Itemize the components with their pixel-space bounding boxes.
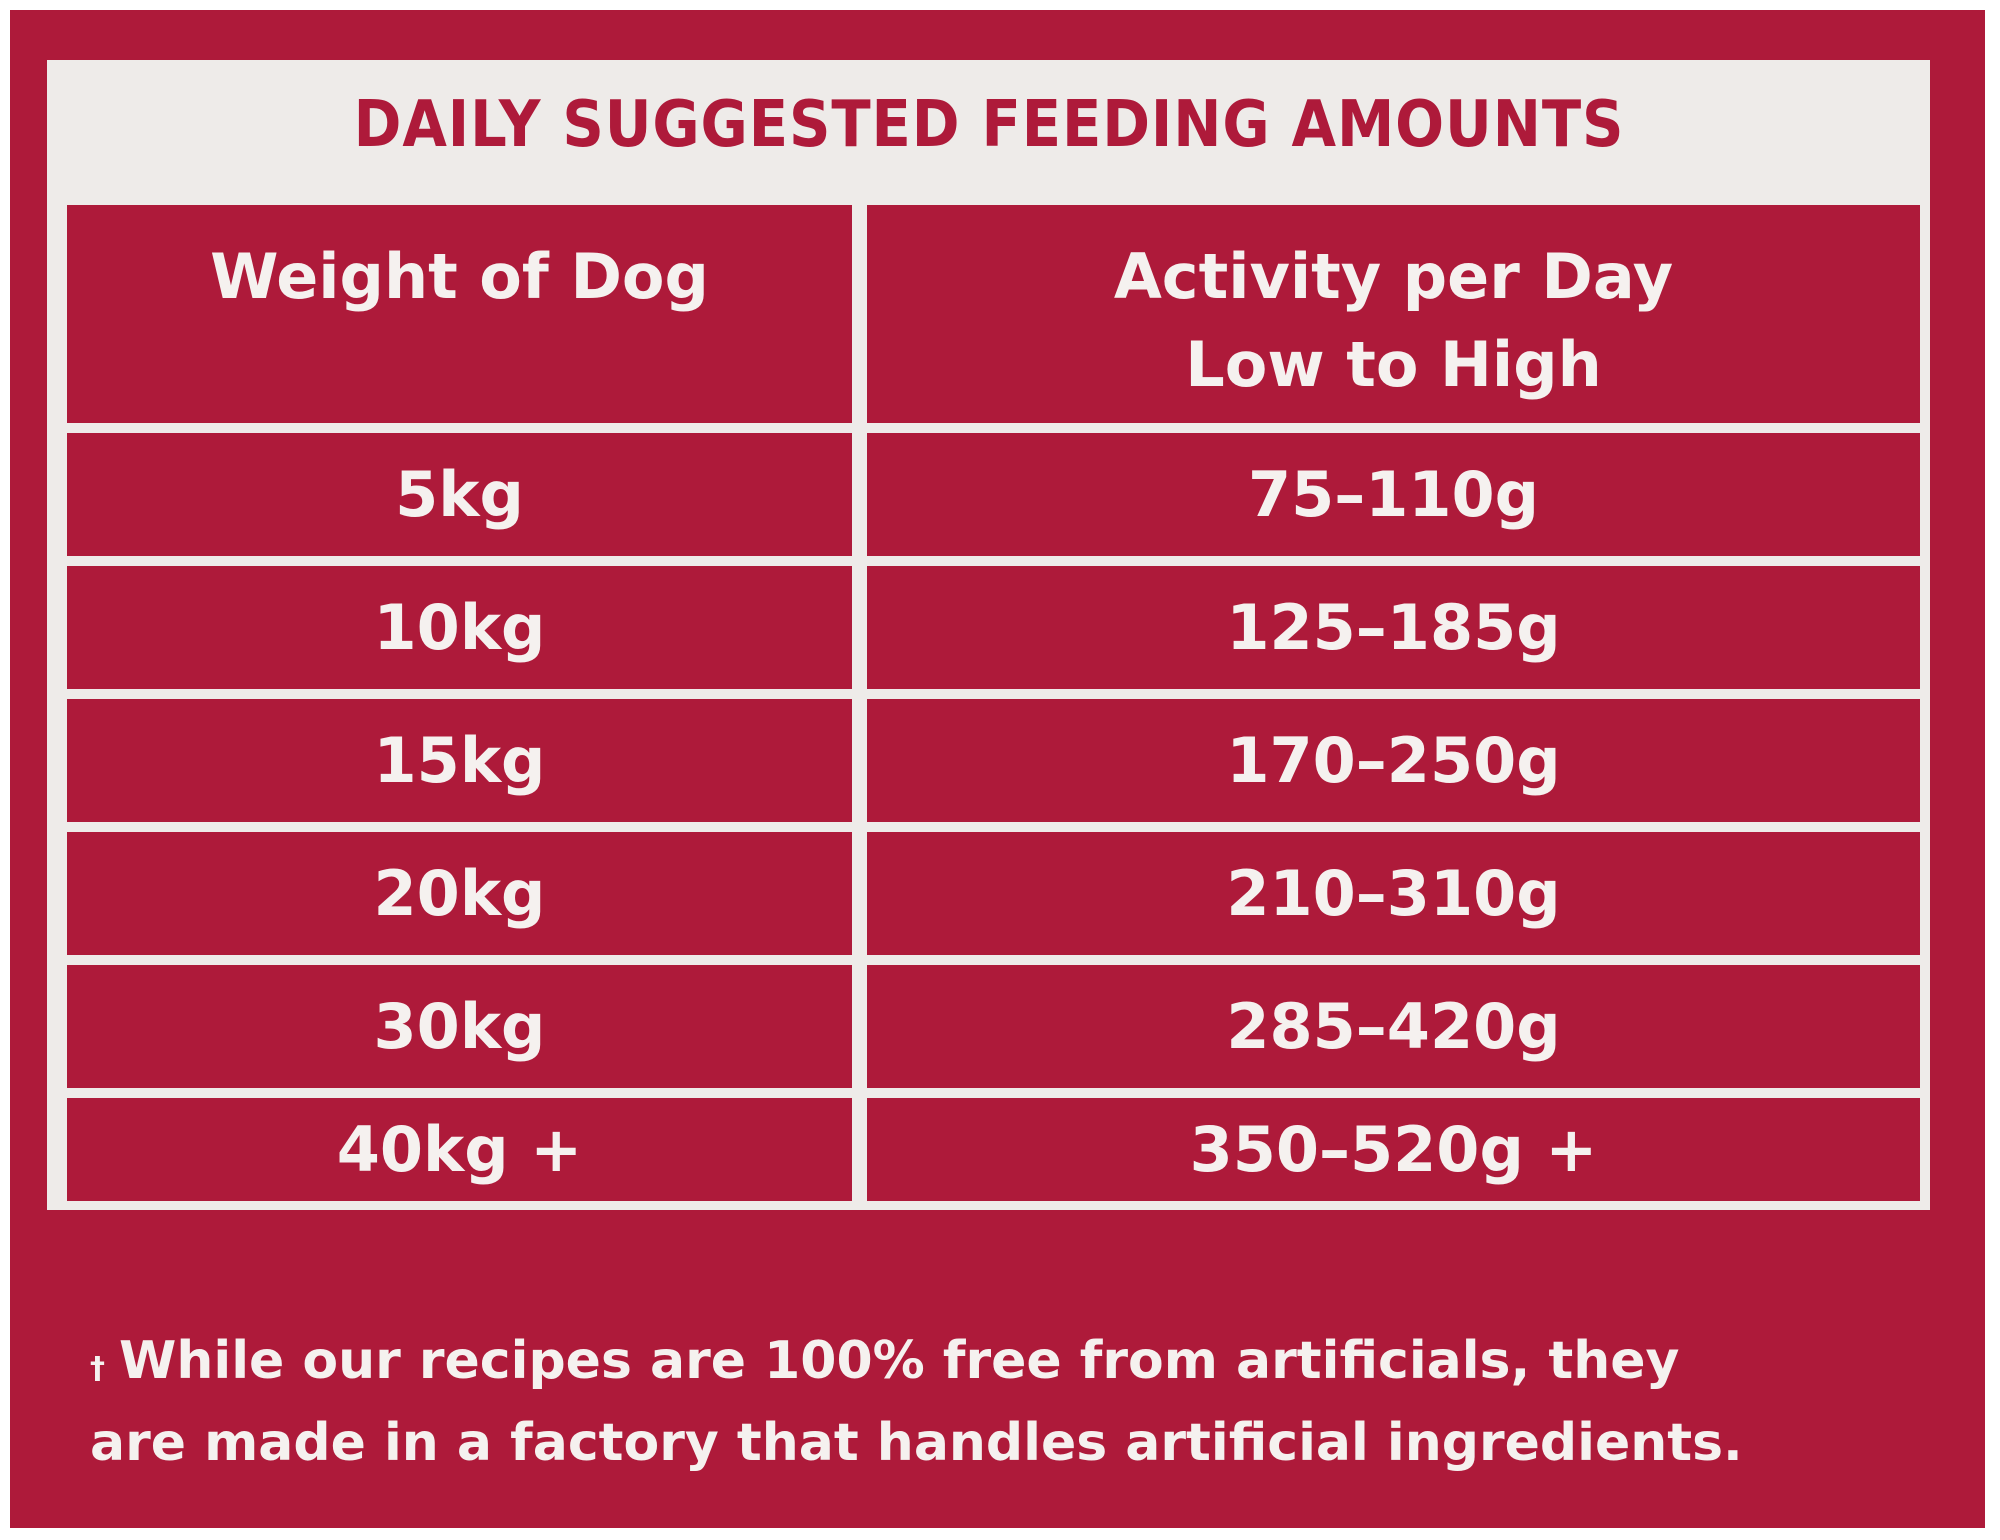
amount-cell: 350–520g + (867, 1098, 1920, 1201)
activity-column-header: Activity per Day Low to High (867, 205, 1920, 423)
activity-header-line2: Low to High (1185, 328, 1602, 401)
footnote-line-2: are made in a factory that handles artif… (90, 1413, 1743, 1473)
weight-cell: 5kg (67, 433, 852, 556)
footnote-line-1: † While our recipes are 100% free from ar… (90, 1320, 1910, 1402)
weight-cell: 40kg + (67, 1098, 852, 1201)
weight-header-label: Weight of Dog (210, 240, 709, 313)
weight-cell: 15kg (67, 699, 852, 822)
table-title: DAILY SUGGESTED FEEDING AMOUNTS (353, 88, 1624, 162)
dagger-marker: † (90, 1351, 105, 1386)
weight-cell: 30kg (67, 965, 852, 1088)
footnote-text-1: While our recipes are 100% free from art… (119, 1331, 1680, 1391)
amount-cell: 75–110g (867, 433, 1920, 556)
amount-cell: 170–250g (867, 699, 1920, 822)
weight-cell: 20kg (67, 832, 852, 955)
weight-cell: 10kg (67, 566, 852, 689)
allergen-footnote: † While our recipes are 100% free from ar… (90, 1320, 1910, 1484)
amount-cell: 210–310g (867, 832, 1920, 955)
amount-cell: 125–185g (867, 566, 1920, 689)
amount-cell: 285–420g (867, 965, 1920, 1088)
weight-column-header: Weight of Dog (67, 205, 852, 423)
table-title-bar: DAILY SUGGESTED FEEDING AMOUNTS (47, 60, 1930, 190)
activity-header-line1: Activity per Day (1113, 240, 1674, 313)
